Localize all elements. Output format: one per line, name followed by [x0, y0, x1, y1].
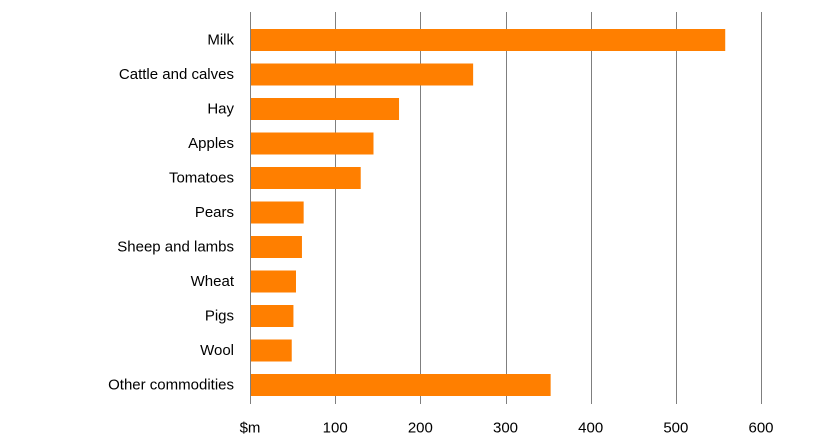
category-label-tomatoes: Tomatoes — [169, 170, 234, 187]
bar-hay — [250, 98, 400, 120]
category-label-milk: Milk — [207, 32, 234, 49]
bar-other-commodities — [250, 374, 551, 396]
category-label-sheep-and-lambs: Sheep and lambs — [117, 239, 234, 256]
bar-tomatoes — [250, 167, 361, 189]
bar-apples — [250, 132, 374, 155]
x-tick-label-200: 200 — [408, 420, 433, 437]
category-label-cattle-and-calves: Cattle and calves — [119, 66, 234, 83]
x-tick-labels: $m 100 200 300 400 500 600 — [240, 420, 774, 437]
category-label-apples: Apples — [188, 135, 234, 152]
bar-pears — [250, 201, 304, 224]
x-tick-label-600: 600 — [748, 420, 773, 437]
bar-wool — [250, 339, 292, 362]
category-labels: Milk Cattle and calves Hay Apples Tomatoes Pe… — [108, 32, 235, 394]
x-tick-label-500: 500 — [663, 420, 688, 437]
x-tick-label-100: 100 — [323, 420, 348, 437]
bar-milk — [250, 29, 726, 51]
category-label-other-commodities: Other commodities — [108, 377, 234, 394]
category-label-pears: Pears — [195, 204, 234, 221]
bar-sheep-and-lambs — [250, 236, 302, 258]
category-label-wheat: Wheat — [191, 273, 235, 290]
bar-cattle-and-calves — [250, 63, 474, 86]
bars — [250, 29, 726, 396]
category-label-pigs: Pigs — [205, 308, 234, 325]
bar-pigs — [250, 305, 294, 327]
x-tick-label-400: 400 — [578, 420, 603, 437]
bar-wheat — [250, 270, 296, 293]
category-label-hay: Hay — [207, 101, 234, 118]
x-tick-label-m: $m — [240, 420, 261, 437]
x-tick-label-300: 300 — [493, 420, 518, 437]
category-label-wool: Wool — [200, 342, 234, 359]
